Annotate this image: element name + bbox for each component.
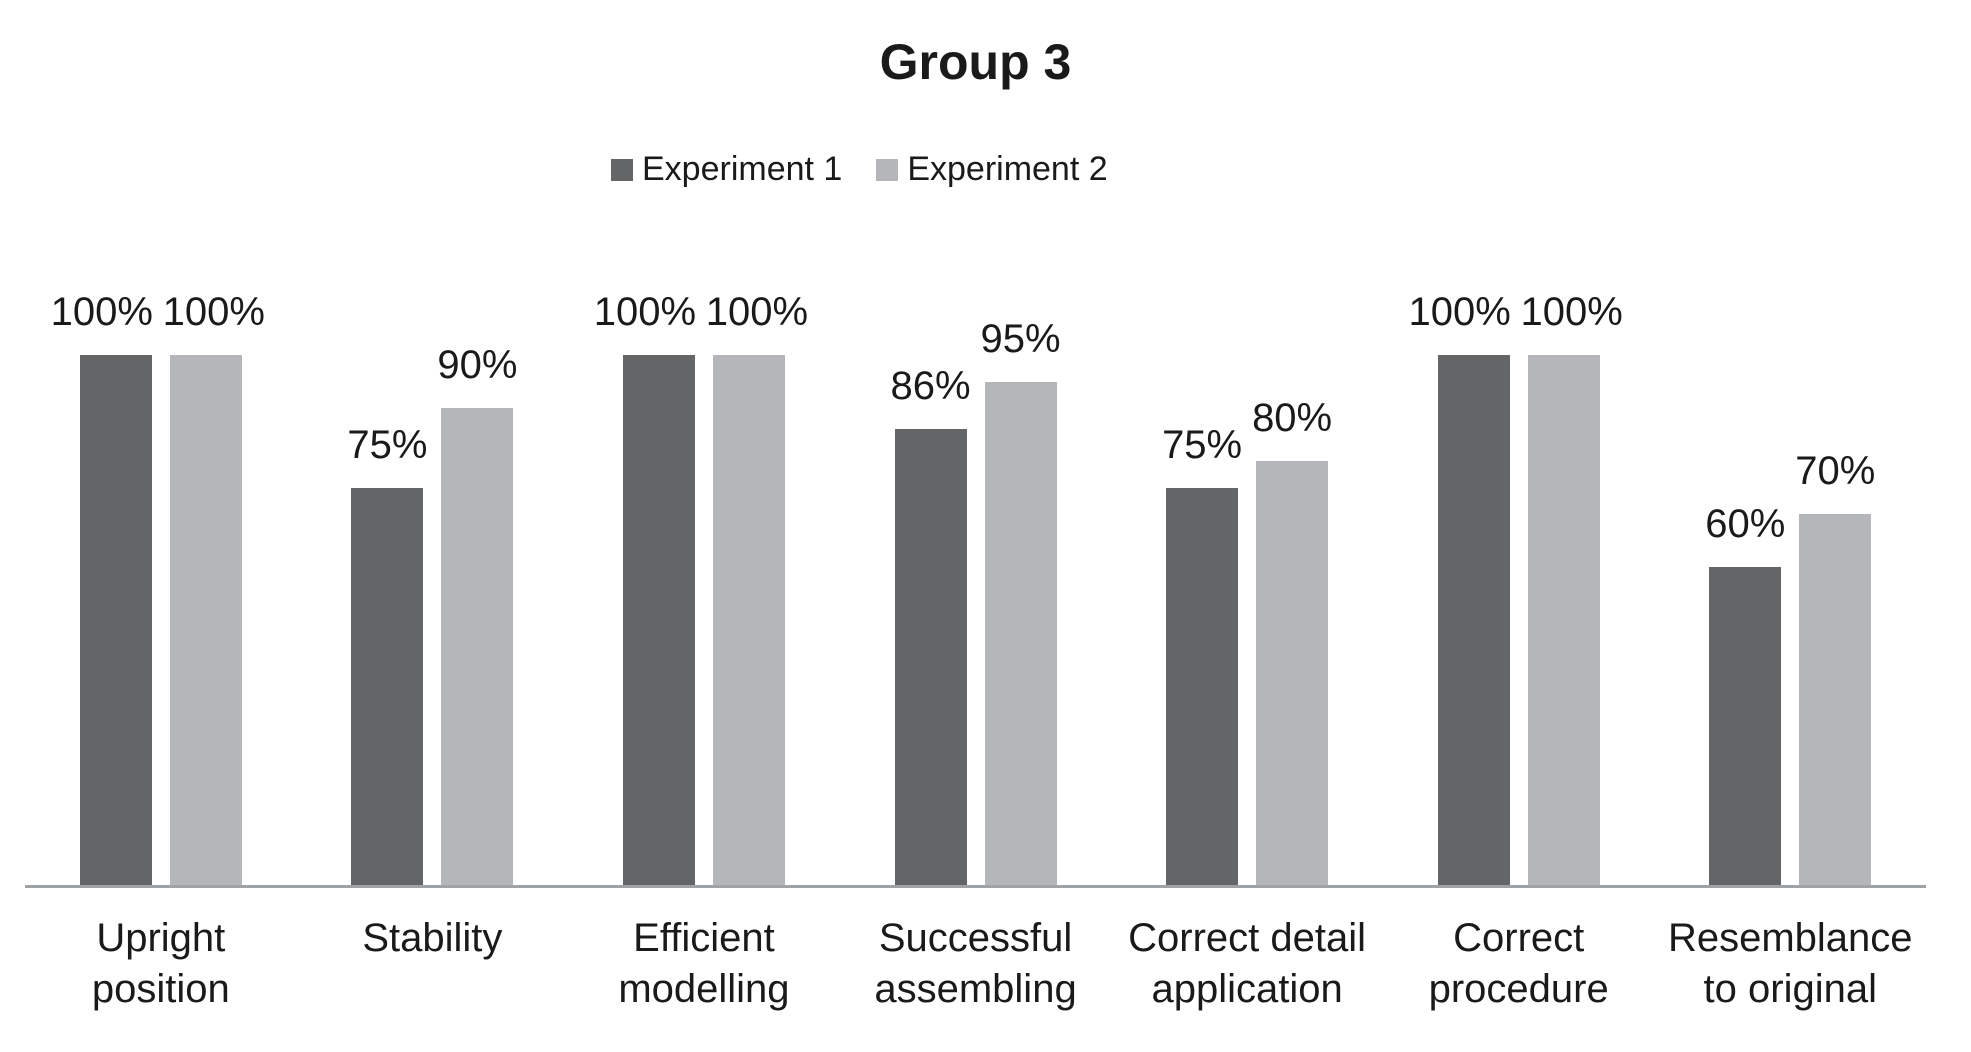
legend-label-experiment-2: Experiment 2 bbox=[907, 150, 1108, 188]
data-label-stability-series-1: 75% bbox=[347, 422, 428, 467]
legend-label-experiment-1: Experiment 1 bbox=[642, 150, 843, 188]
bar-successful-assembling-series-1: 86% bbox=[890, 364, 971, 885]
bar-upright-position-series-2: 100% bbox=[163, 290, 265, 885]
category-label-correct-detail-application: Correct detail application bbox=[1128, 916, 1367, 1011]
category-group-correct-detail-application: 75% 80% bbox=[1111, 355, 1383, 885]
category-label-resemblance-to-original: Resemblance to original bbox=[1667, 916, 1913, 1011]
category-group-correct-procedure: 100% 100% bbox=[1383, 290, 1655, 885]
category-label-successful-assembling: Successful assembling bbox=[874, 916, 1077, 1011]
chart-title: Group 3 bbox=[879, 34, 1072, 90]
bar-resemblance-to-original-series-2: 70% bbox=[1795, 449, 1875, 885]
plot-area: 100% 100% 75% 90% 100% 100% 86% 95% 75% 80% 100% 10… bbox=[25, 290, 1926, 888]
bar-correct-procedure-series-2: 100% bbox=[1521, 290, 1623, 885]
category-label-stability: Stability bbox=[362, 916, 503, 960]
category-label-upright-position: Upright position bbox=[91, 916, 230, 1011]
category-group-stability: 75% 90% bbox=[297, 343, 569, 885]
bar-stability-series-2: 90% bbox=[437, 343, 517, 885]
legend-item-experiment-1: Experiment 1 bbox=[611, 150, 842, 189]
bar-correct-procedure-series-1: 100% bbox=[1409, 290, 1511, 885]
bar-correct-detail-application-series-1: 75% bbox=[1162, 423, 1242, 885]
bar-efficient-modelling-series-2: 100% bbox=[706, 290, 808, 885]
bar-correct-detail-application-series-2: 80% bbox=[1252, 396, 1332, 885]
bar-stability-series-1: 75% bbox=[347, 423, 427, 885]
legend: Experiment 1 Experiment 2 bbox=[611, 150, 1108, 189]
data-label-stability-series-2: 90% bbox=[437, 343, 518, 387]
bar-efficient-modelling-series-1: 100% bbox=[594, 290, 696, 885]
category-group-efficient-modelling: 100% 100% bbox=[568, 290, 840, 885]
data-label-correct-procedure-series-1: 100% bbox=[1408, 290, 1511, 334]
data-label-resemblance-to-original-series-1: 60% bbox=[1705, 502, 1786, 546]
bar-resemblance-to-original-series-1: 60% bbox=[1705, 502, 1785, 885]
data-label-upright-position-series-1: 100% bbox=[50, 290, 153, 334]
legend-swatch-light-icon bbox=[876, 158, 899, 181]
legend-item-experiment-2: Experiment 2 bbox=[876, 150, 1108, 189]
category-axis: Upright position Stability Efficient modelli… bbox=[25, 913, 1926, 1015]
data-label-resemblance-to-original-series-2: 70% bbox=[1795, 449, 1876, 493]
data-label-successful-assembling-series-1: 86% bbox=[890, 364, 971, 409]
data-label-efficient-modelling-series-1: 100% bbox=[593, 290, 697, 334]
category-label-correct-procedure: Correct procedure bbox=[1428, 916, 1609, 1011]
data-label-successful-assembling-series-2: 95% bbox=[980, 316, 1061, 361]
legend-swatch-dark-icon bbox=[611, 158, 633, 181]
category-label-efficient-modelling: Efficient modelling bbox=[618, 916, 790, 1011]
category-group-successful-assembling: 86% 95% bbox=[840, 317, 1112, 885]
data-label-correct-procedure-series-2: 100% bbox=[1520, 290, 1623, 334]
data-label-upright-position-series-2: 100% bbox=[162, 290, 265, 334]
bar-upright-position-series-1: 100% bbox=[51, 290, 153, 885]
category-group-upright-position: 100% 100% bbox=[25, 290, 297, 885]
category-group-resemblance-to-original: 60% 70% bbox=[1654, 355, 1926, 885]
bar-successful-assembling-series-2: 95% bbox=[980, 317, 1061, 885]
data-label-correct-detail-application-series-1: 75% bbox=[1162, 422, 1243, 467]
data-label-efficient-modelling-series-2: 100% bbox=[705, 290, 809, 334]
data-label-correct-detail-application-series-2: 80% bbox=[1252, 396, 1333, 440]
